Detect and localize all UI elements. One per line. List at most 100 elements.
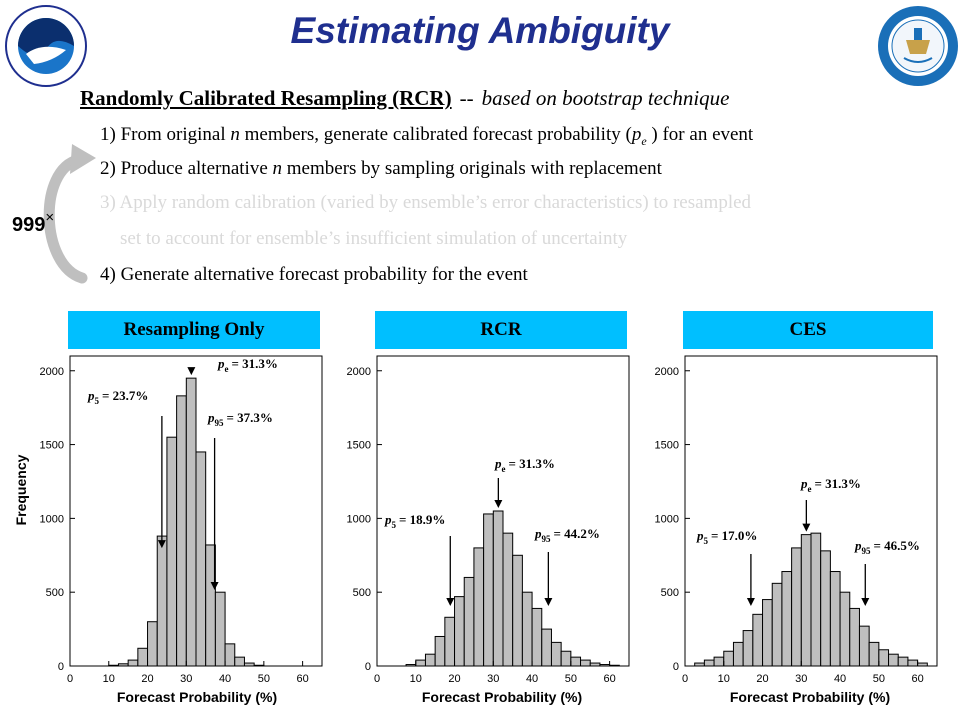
histogram-bar [781,571,793,667]
histogram-bar [839,591,851,667]
histogram-bar [434,635,446,667]
histogram-bar [127,659,139,667]
x-tick-label: 40 [834,673,846,685]
x-tick-label: 20 [141,673,153,685]
histogram-bar [878,649,890,667]
x-tick-label: 0 [67,673,73,685]
histogram-bar [166,436,178,667]
heading-main: Randomly Calibrated Resampling (RCR) [80,86,452,110]
loop-count: 999× [12,209,55,236]
annotation-label: p95 = 37.3% [207,410,273,428]
x-tick-label: 10 [410,673,422,685]
annotation-label: p5 = 18.9% [384,512,445,530]
histogram-bar [473,547,485,667]
y-tick-label: 1000 [40,513,64,525]
heading-dash: -- [459,86,474,110]
y-tick-label: 2000 [347,366,371,378]
annotation-arrowhead [187,367,196,376]
histogram-bar [224,643,236,667]
y-tick-label: 500 [46,587,64,599]
annotation-arrowhead [446,598,455,606]
histogram-bar [492,510,504,667]
annotation-label: p5 = 23.7% [87,388,148,406]
histogram-bar [752,613,764,667]
histogram-bar [205,544,216,667]
step-4: 4) Generate alternative forecast probabi… [100,264,528,285]
histogram-bar [483,513,494,667]
histogram-bar [703,659,715,667]
panel-header-ces: CES [683,311,933,349]
histogram-bar [849,607,860,667]
step-2: 2) Produce alternative n members by samp… [100,158,662,179]
histogram-bar [195,451,207,667]
histogram-bar [156,535,168,667]
annotation-arrowhead [494,500,503,508]
histogram-bar [791,547,802,667]
histogram-bar [829,571,841,667]
histogram-bar [560,650,572,667]
annotation-arrowhead [802,523,811,532]
plot-frame [376,355,630,667]
section-heading: Randomly Calibrated Resampling (RCR) -- ba… [80,86,729,111]
y-tick-label: 1000 [655,513,679,525]
annotation-arrowhead [157,540,166,549]
histogram-bar [147,621,158,667]
x-tick-label: 50 [565,673,577,685]
annotation-label: p95 = 46.5% [854,538,920,556]
histogram-resampling-only: 0 10 20 30 40 50 60 0 500 1000 1500 2000 p5 = 23.7% pe… [40,355,323,685]
step-1: 1) From original n members, generate cal… [100,124,754,148]
y-tick-label: 500 [661,587,679,599]
department-of-commerce-seal [878,6,958,86]
y-tick-label: 1000 [347,513,371,525]
x-tick-label: 30 [180,673,192,685]
annotation-arrowhead [210,582,219,590]
histogram-bar [888,653,899,667]
x-tick-label: 30 [795,673,807,685]
x-tick-label: 10 [103,673,115,685]
x-axis-label-ces: Forecast Probability (%) [729,689,891,705]
histogram-bar [463,576,475,667]
histogram-bar [897,656,909,667]
histogram-bar [820,550,831,667]
histogram-bar [531,607,543,667]
x-tick-label: 20 [756,673,768,685]
histogram-bar [550,641,562,667]
page-title: Estimating Ambiguity [290,10,670,51]
histogram-bar [907,659,919,667]
annotation-label: pe = 31.3% [800,476,861,494]
histogram-bar [810,532,822,667]
annotation-label: pe = 31.3% [217,356,278,374]
annotation-label: p5 = 17.0% [696,528,757,546]
histogram-bar [541,628,552,667]
histogram-bar [234,656,245,667]
noaa-logo [5,5,87,87]
histogram-bar [454,596,465,667]
histogram-bar [502,532,514,667]
histogram-bar [713,656,725,667]
histogram-bar [137,647,149,667]
histogram-bar [424,653,436,667]
y-tick-label: 1500 [40,440,64,452]
x-tick-label: 60 [296,673,308,685]
x-tick-label: 10 [718,673,730,685]
x-axis-label-resampling: Forecast Probability (%) [116,689,278,705]
annotation-arrowhead [861,598,870,606]
x-tick-label: 50 [873,673,885,685]
x-tick-label: 50 [258,673,270,685]
histogram-bar [444,616,456,667]
histogram-bar [176,395,187,667]
y-tick-label: 2000 [40,366,64,378]
step-3: 3) Apply random calibration (varied by e… [100,192,752,213]
plot-frame [69,355,323,667]
histogram-bar [512,554,523,667]
y-axis-label: Frequency [13,454,29,526]
plot-frame [684,355,938,667]
histogram-bar [415,659,426,667]
y-tick-label: 2000 [655,366,679,378]
y-tick-label: 0 [365,661,371,673]
annotation-label: pe = 31.3% [494,456,555,474]
x-tick-label: 0 [682,673,688,685]
histogram-bar [723,650,734,667]
histogram-bar [570,656,582,667]
histogram-bar [732,641,744,667]
